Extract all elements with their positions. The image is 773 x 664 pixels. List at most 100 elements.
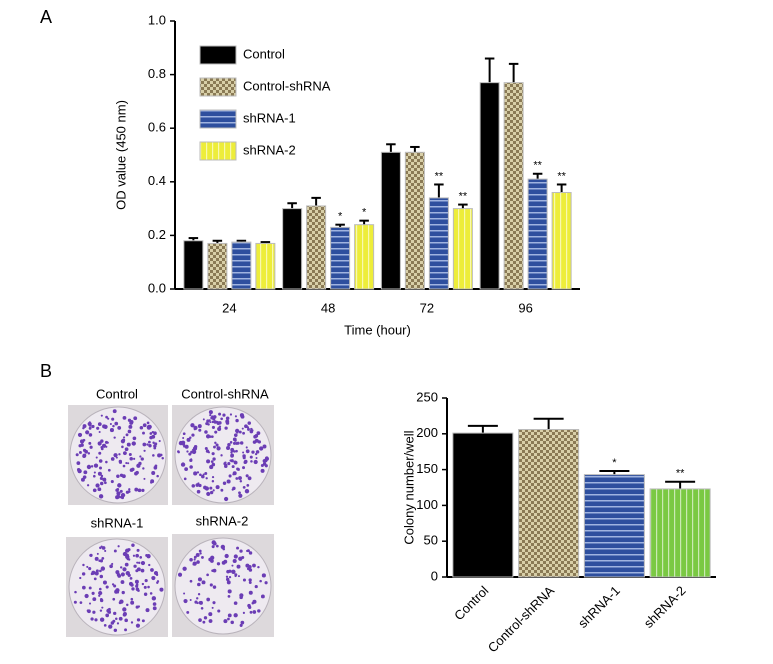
colony: [244, 424, 248, 429]
colony: [82, 563, 85, 567]
colony: [208, 619, 213, 623]
bar: [282, 208, 303, 290]
colony: [213, 445, 216, 449]
colony: [129, 577, 133, 580]
colony: [222, 413, 226, 417]
colony: [108, 624, 113, 629]
colony: [148, 440, 151, 444]
colony: [76, 461, 81, 465]
bar: [380, 151, 401, 290]
colony: [211, 435, 214, 439]
colony: [192, 563, 195, 566]
colony: [205, 434, 211, 439]
colony: [233, 460, 237, 464]
colony: [233, 601, 238, 605]
colony: [105, 415, 108, 419]
colony: [161, 457, 164, 460]
colony: [249, 455, 253, 459]
colony: [101, 556, 105, 560]
colony: [110, 480, 114, 484]
colony: [214, 430, 218, 434]
x-tick-label: 24: [222, 300, 236, 315]
colony: [127, 548, 130, 551]
colony: [227, 613, 232, 618]
colony: [84, 593, 89, 599]
colony: [127, 429, 132, 434]
colony: [93, 463, 99, 468]
colony: [88, 426, 92, 430]
colony: [143, 449, 146, 452]
bar: [551, 192, 572, 290]
colony: [153, 446, 157, 450]
colony: [122, 551, 128, 557]
colony: [139, 426, 144, 430]
colony: [99, 569, 102, 573]
colony: [140, 457, 144, 461]
colony: [233, 613, 238, 618]
y-tick-label: 0.8: [148, 66, 166, 81]
colony: [193, 471, 198, 476]
colony: [88, 424, 92, 427]
colony: [186, 450, 189, 453]
colony: [205, 477, 208, 480]
colony: [198, 483, 202, 488]
colony: [113, 453, 118, 458]
colony: [146, 443, 149, 446]
legend-label: shRNA-2: [243, 142, 296, 157]
colony: [124, 562, 129, 567]
colony: [225, 421, 230, 425]
colony: [99, 481, 104, 486]
significance-label: *: [362, 207, 367, 219]
bar: [207, 242, 228, 290]
colony: [98, 594, 101, 597]
colony: [105, 460, 108, 464]
colony: [98, 430, 101, 434]
colony: [135, 584, 139, 588]
colony: [243, 460, 247, 464]
colony: [196, 597, 199, 600]
colony: [157, 453, 162, 458]
colony: [254, 452, 258, 456]
colony: [101, 443, 107, 448]
colony: [196, 471, 200, 474]
colony: [134, 579, 139, 584]
colony: [135, 553, 139, 558]
colony: [248, 551, 253, 555]
colony: [184, 444, 189, 449]
colony: [127, 573, 131, 577]
colony: [247, 427, 250, 431]
colony: [205, 449, 210, 453]
colony: [228, 575, 232, 579]
colony: [224, 463, 228, 467]
colony: [249, 610, 253, 614]
x-tick-label: 72: [420, 300, 434, 315]
colony: [97, 487, 102, 492]
y-tick-label: 0: [431, 568, 438, 583]
colony: [143, 423, 147, 426]
colony: [136, 618, 141, 622]
colony: [76, 468, 81, 472]
colony: [242, 456, 246, 460]
colony: [151, 430, 155, 434]
colony: [159, 587, 164, 592]
colony: [216, 421, 221, 425]
colony: [146, 425, 152, 430]
colony: [222, 481, 227, 485]
colony: [124, 447, 129, 452]
colony: [212, 601, 216, 605]
colony: [136, 561, 139, 564]
colony: [227, 595, 231, 598]
colony: [250, 460, 253, 463]
y-tick-label: 1.0: [148, 12, 166, 27]
plate-label: shRNA-1: [91, 515, 144, 530]
colony: [194, 426, 197, 429]
colony: [247, 476, 252, 481]
colony: [182, 436, 185, 440]
colony: [90, 465, 94, 468]
colony: [211, 476, 215, 479]
colony: [92, 597, 97, 602]
plate-label: shRNA-2: [196, 513, 249, 528]
colony: [260, 468, 265, 473]
colony: [189, 558, 193, 562]
colony: [217, 609, 221, 613]
